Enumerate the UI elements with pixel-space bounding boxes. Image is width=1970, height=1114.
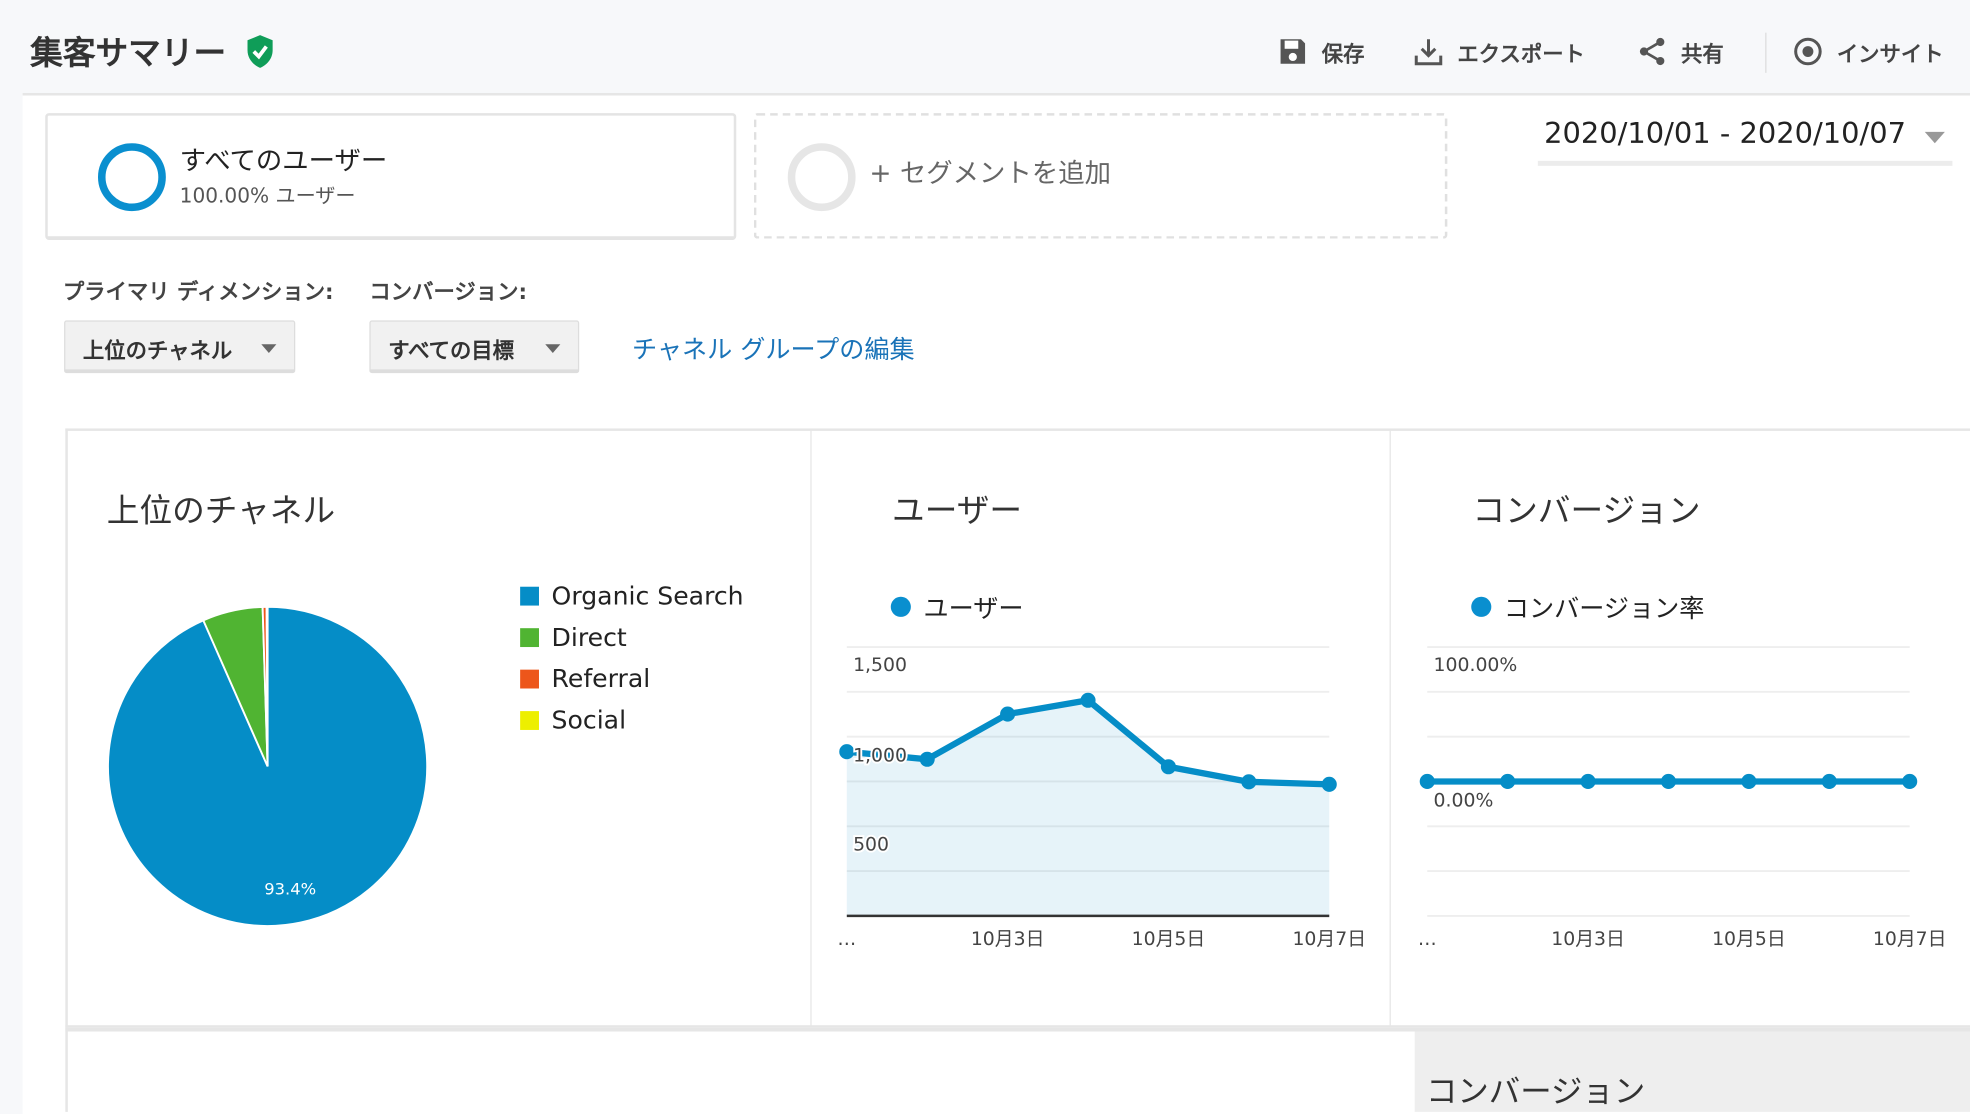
legend-label: Referral xyxy=(551,663,651,694)
legend-swatch xyxy=(520,710,539,730)
legend-label: Organic Search xyxy=(551,580,744,611)
conversion-legend: コンバージョン率 xyxy=(1471,588,1704,624)
insights-button[interactable]: インサイト xyxy=(1792,35,1944,68)
legend-social[interactable]: Social xyxy=(520,705,743,735)
legend-dot xyxy=(890,596,911,617)
x-tick-label: 10月7日 xyxy=(1292,929,1366,950)
share-icon xyxy=(1639,37,1665,66)
legend-referral[interactable]: Referral xyxy=(520,663,743,694)
charts-panel xyxy=(65,428,1970,1028)
legend-organic-search[interactable]: Organic Search xyxy=(520,580,744,611)
y-tick-label: 1,500 xyxy=(853,655,907,676)
data-point xyxy=(1741,773,1757,790)
page-title-text: 集客サマリー xyxy=(30,35,227,73)
segment-detail: 100.00% ユーザー xyxy=(179,183,356,208)
x-tick-label: … xyxy=(1418,929,1437,950)
x-tick-label: 10月3日 xyxy=(971,929,1045,950)
x-tick-label: … xyxy=(837,929,856,950)
date-range-text: 2020/10/01 - 2020/10/07 xyxy=(1544,118,1907,151)
legend-direct[interactable]: Direct xyxy=(520,622,743,652)
series-area xyxy=(846,700,1330,916)
y-tick-label: 500 xyxy=(853,835,889,856)
data-point xyxy=(1660,773,1677,790)
download-icon xyxy=(1414,39,1443,66)
legend-swatch xyxy=(520,669,539,688)
legend-dot xyxy=(1471,596,1492,617)
data-point xyxy=(1821,773,1837,790)
x-tick-label: 10月3日 xyxy=(1551,929,1625,950)
x-tick-label: 10月7日 xyxy=(1873,929,1947,950)
page-title: 集客サマリー xyxy=(30,28,275,74)
legend-label: コンバージョン率 xyxy=(1503,593,1705,624)
share-button[interactable]: 共有 xyxy=(1636,35,1724,68)
card-divider xyxy=(810,430,812,1027)
primary-dimension-dropdown[interactable]: 上位のチャネル xyxy=(64,320,296,374)
segment-name: すべてのユーザー xyxy=(179,145,388,176)
conversion-heading: コンバージョン xyxy=(1425,1072,1646,1110)
add-segment-label: + セグメントを追加 xyxy=(869,158,1111,189)
x-tick-label: 10月5日 xyxy=(1712,929,1786,950)
empty-segment-ring-icon xyxy=(787,143,856,212)
y-tick-label: 0.00% xyxy=(1434,791,1494,812)
data-point xyxy=(1500,773,1516,790)
save-icon xyxy=(1280,39,1306,64)
data-point xyxy=(1241,774,1257,790)
data-point xyxy=(1000,706,1016,722)
export-button[interactable]: エクスポート xyxy=(1412,35,1585,68)
caret-down-icon xyxy=(261,344,277,360)
edit-channel-group-link[interactable]: チャネル グループの編集 xyxy=(631,334,915,365)
y-tick-label: 1,000 xyxy=(853,745,907,766)
save-label: 保存 xyxy=(1321,42,1365,68)
main-content xyxy=(22,92,1970,1114)
data-point xyxy=(919,751,935,767)
conversion-dropdown[interactable]: すべての目標 xyxy=(369,320,580,374)
chevron-down-icon xyxy=(1924,131,1945,153)
toolbar-divider xyxy=(1765,32,1767,73)
date-range-picker[interactable]: 2020/10/01 - 2020/10/07 xyxy=(1537,118,1953,166)
pie-slice-social xyxy=(265,605,269,767)
data-point xyxy=(1080,692,1096,708)
users-chart-title: ユーザー xyxy=(892,492,1023,531)
save-button[interactable]: 保存 xyxy=(1276,35,1364,68)
data-point xyxy=(1419,773,1435,790)
export-label: エクスポート xyxy=(1457,42,1585,68)
conversion-summary-panel: コンバージョン xyxy=(1414,1031,1970,1112)
channels-chart-title: 上位のチャネル xyxy=(106,492,336,531)
legend-swatch xyxy=(520,586,539,605)
insights-label: インサイト xyxy=(1836,42,1944,68)
users-legend: ユーザー xyxy=(890,588,1024,624)
legend-label: Social xyxy=(551,704,627,735)
primary-dimension-value: 上位のチャネル xyxy=(82,339,233,365)
legend-swatch xyxy=(520,627,539,647)
segment-all-users[interactable]: すべてのユーザー 100.00% ユーザー xyxy=(45,113,737,240)
data-point xyxy=(1902,773,1918,790)
caret-down-icon xyxy=(545,344,561,360)
data-point xyxy=(1580,773,1596,790)
data-point xyxy=(839,744,855,760)
segment-ring-icon xyxy=(97,143,166,212)
conversion-chart-title: コンバージョン xyxy=(1472,492,1701,531)
data-point xyxy=(1160,759,1176,775)
primary-dimension-label: プライマリ ディメンション: xyxy=(62,280,334,306)
share-label: 共有 xyxy=(1681,42,1724,68)
conversion-value: すべての目標 xyxy=(388,339,515,365)
pie-data-label: 93.4% xyxy=(264,880,316,899)
pie-legend: Organic Search Direct Referral Social xyxy=(520,580,744,735)
card-divider xyxy=(1389,430,1391,1027)
add-segment-button[interactable]: + セグメントを追加 xyxy=(753,113,1448,239)
bottom-panel xyxy=(65,1027,1970,1112)
legend-label: Direct xyxy=(551,621,627,653)
x-tick-label: 10月5日 xyxy=(1132,929,1206,950)
insights-icon xyxy=(1794,37,1822,66)
data-point xyxy=(1321,776,1337,792)
legend-label: ユーザー xyxy=(923,593,1024,624)
conversion-label: コンバージョン: xyxy=(369,280,528,306)
shield-check-icon xyxy=(247,35,273,68)
y-tick-label: 100.00% xyxy=(1434,655,1518,676)
